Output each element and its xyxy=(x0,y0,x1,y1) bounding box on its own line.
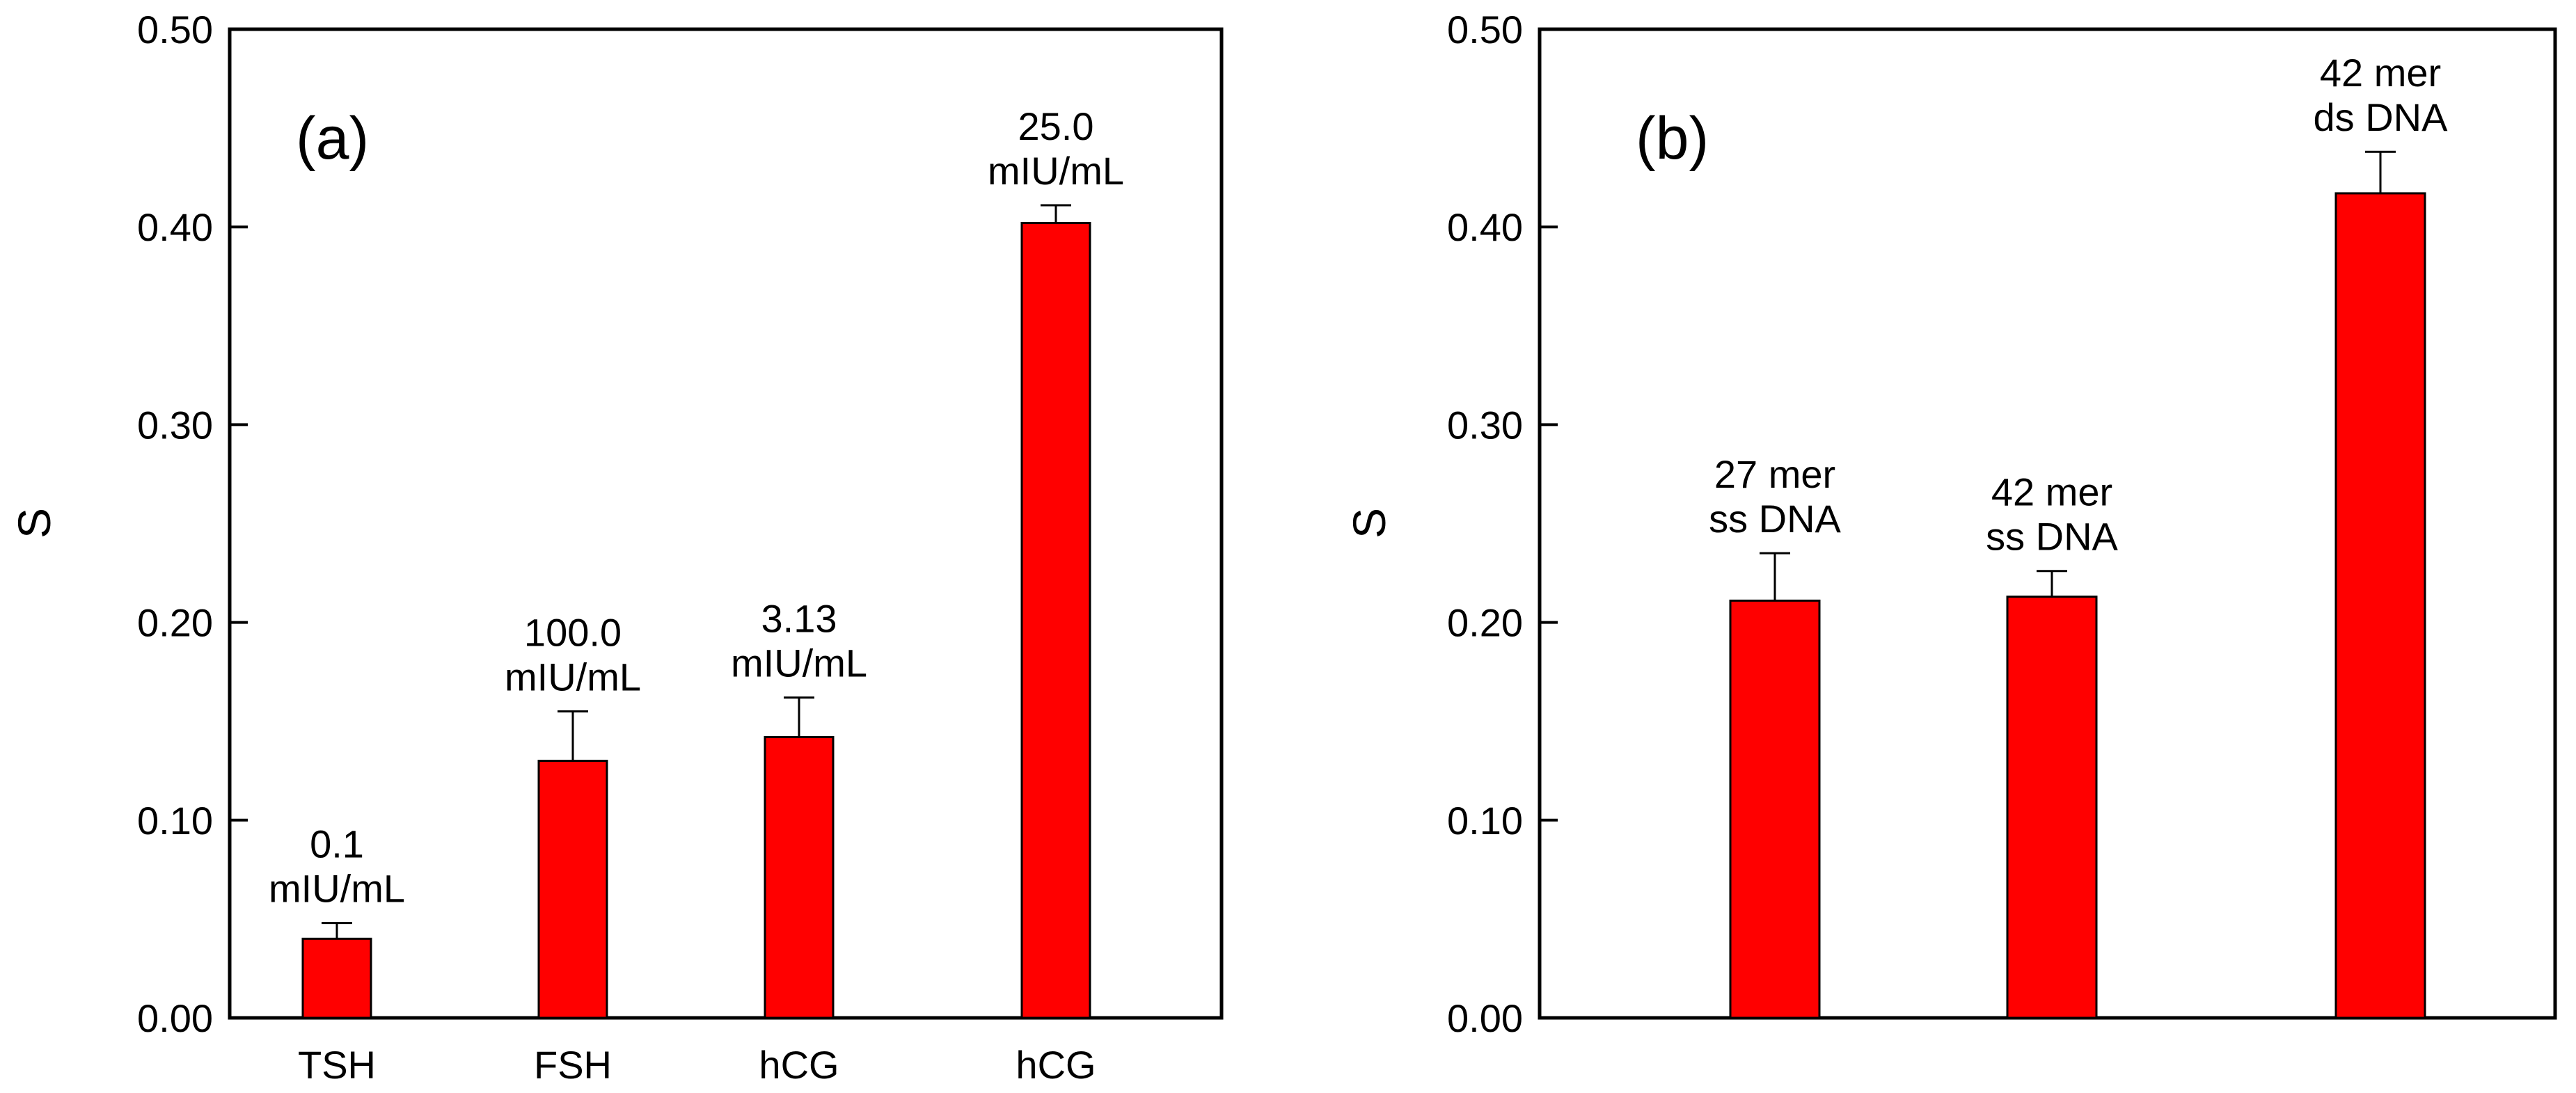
x-tick-label: TSH xyxy=(298,1043,376,1087)
bar-label: 0.1 xyxy=(310,822,364,866)
bar-label: mIU/mL xyxy=(505,655,641,699)
bar xyxy=(537,760,608,1019)
bar-label: 27 mer xyxy=(1714,452,1835,496)
y-tick-label: 0.00 xyxy=(137,996,213,1040)
y-tick-label: 0.30 xyxy=(137,403,213,447)
y-tick-label: 0.10 xyxy=(137,799,213,843)
bar xyxy=(1729,599,1821,1019)
bar-label: 25.0 xyxy=(1018,104,1094,148)
y-tick-label: 0.30 xyxy=(1447,403,1523,447)
bar-label: 3.13 xyxy=(761,597,837,641)
bar-label: 42 mer xyxy=(2320,51,2441,95)
panel-label: (b) xyxy=(1636,105,1709,172)
panel-label: (a) xyxy=(296,105,369,172)
plot-frame xyxy=(228,27,1224,1020)
y-tick-label: 0.50 xyxy=(137,8,213,51)
y-tick-label: 0.00 xyxy=(1447,996,1523,1040)
bar-label: ds DNA xyxy=(2314,95,2449,139)
y-tick-label: 0.50 xyxy=(1447,8,1523,51)
bar xyxy=(2334,192,2426,1019)
bar xyxy=(764,735,835,1019)
bar-label: mIU/mL xyxy=(988,149,1124,193)
bar xyxy=(1020,222,1091,1019)
bar xyxy=(2006,596,2098,1019)
bar-label: ss DNA xyxy=(1709,497,1841,541)
bar-label: mIU/mL xyxy=(269,867,405,911)
panel-a: 0.000.100.200.300.400.50S(a)mIU/mL0.1TSH… xyxy=(8,8,1224,1087)
y-tick-label: 0.40 xyxy=(1447,205,1523,249)
y-tick-label: 0.20 xyxy=(137,601,213,645)
bar-label: ss DNA xyxy=(1986,515,2118,559)
y-tick-label: 0.20 xyxy=(1447,601,1523,645)
x-tick-label: FSH xyxy=(534,1043,612,1087)
x-tick-label: hCG xyxy=(1016,1043,1096,1087)
bar xyxy=(301,937,372,1019)
y-tick-label: 0.10 xyxy=(1447,799,1523,843)
bar-label: 42 mer xyxy=(1991,470,2112,514)
bar-label: 100.0 xyxy=(524,610,622,654)
x-tick-label: hCG xyxy=(759,1043,839,1087)
bar-label: mIU/mL xyxy=(731,641,867,685)
y-axis-label: S xyxy=(1343,508,1395,538)
y-tick-label: 0.40 xyxy=(137,205,213,249)
y-axis-label: S xyxy=(8,508,60,538)
